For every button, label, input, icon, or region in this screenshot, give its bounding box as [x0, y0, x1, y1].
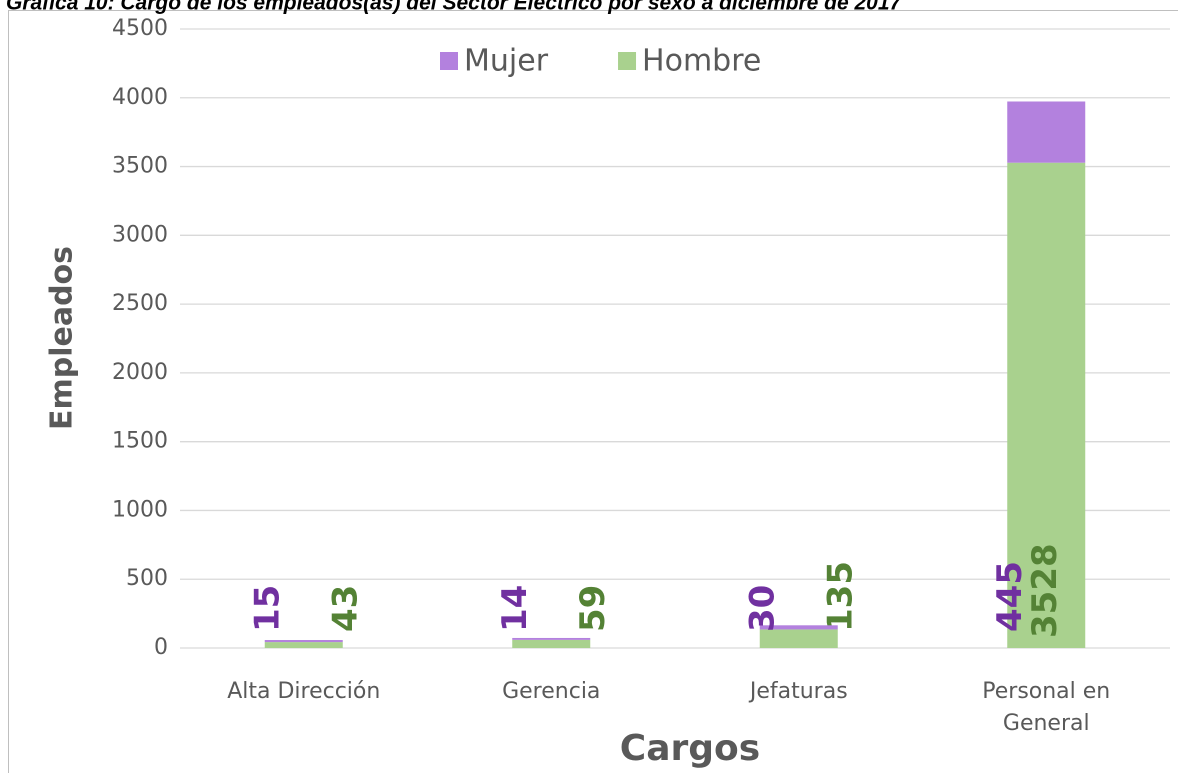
bar-segment: [264, 642, 343, 648]
legend-label: Mujer: [464, 44, 549, 79]
legend-swatch: [618, 52, 637, 70]
y-axis-label: Empleados: [45, 246, 80, 430]
data-label: 445: [990, 561, 1030, 632]
y-tick-label: 4500: [112, 16, 168, 41]
x-tick-label: Personal en General: [982, 679, 1111, 736]
x-tick-label: Gerencia: [502, 679, 601, 704]
data-label: 135: [820, 561, 860, 632]
y-tick-label: 2500: [112, 291, 168, 316]
y-tick-label: 1000: [112, 497, 168, 522]
x-tick-label: Alta Dirección: [227, 679, 381, 704]
y-tick-label: 3500: [112, 154, 168, 179]
x-tick-label: Jefaturas: [749, 679, 848, 704]
y-tick-label: 3000: [112, 222, 168, 247]
bar-segment: [759, 625, 838, 630]
legend-swatch: [440, 52, 458, 70]
y-tick-label: 500: [126, 566, 168, 591]
bar-segment: [759, 629, 838, 648]
x-axis-label: Cargos: [620, 728, 760, 769]
bar-segment: [512, 639, 591, 648]
y-tick-label: 1500: [112, 429, 168, 454]
chart-title: Gráfica 10: Cargo de los empleados(as) d…: [6, 0, 903, 15]
chart-frame: [8, 10, 1178, 773]
data-label: 30: [742, 585, 782, 632]
bar-segment: [512, 637, 591, 640]
legend-label: Hombre: [642, 44, 761, 79]
y-tick-label: 0: [154, 635, 168, 660]
data-label: 14: [495, 585, 535, 632]
data-label: 43: [325, 585, 365, 632]
y-tick-label: 4000: [112, 85, 168, 110]
data-label: 3528: [1025, 543, 1065, 638]
data-label: 59: [573, 585, 613, 632]
bar-segment: [264, 640, 343, 643]
bar-segment: [1007, 162, 1086, 649]
data-label: 15: [247, 585, 287, 632]
y-tick-label: 2000: [112, 360, 168, 385]
bar-segment: [1007, 101, 1086, 163]
